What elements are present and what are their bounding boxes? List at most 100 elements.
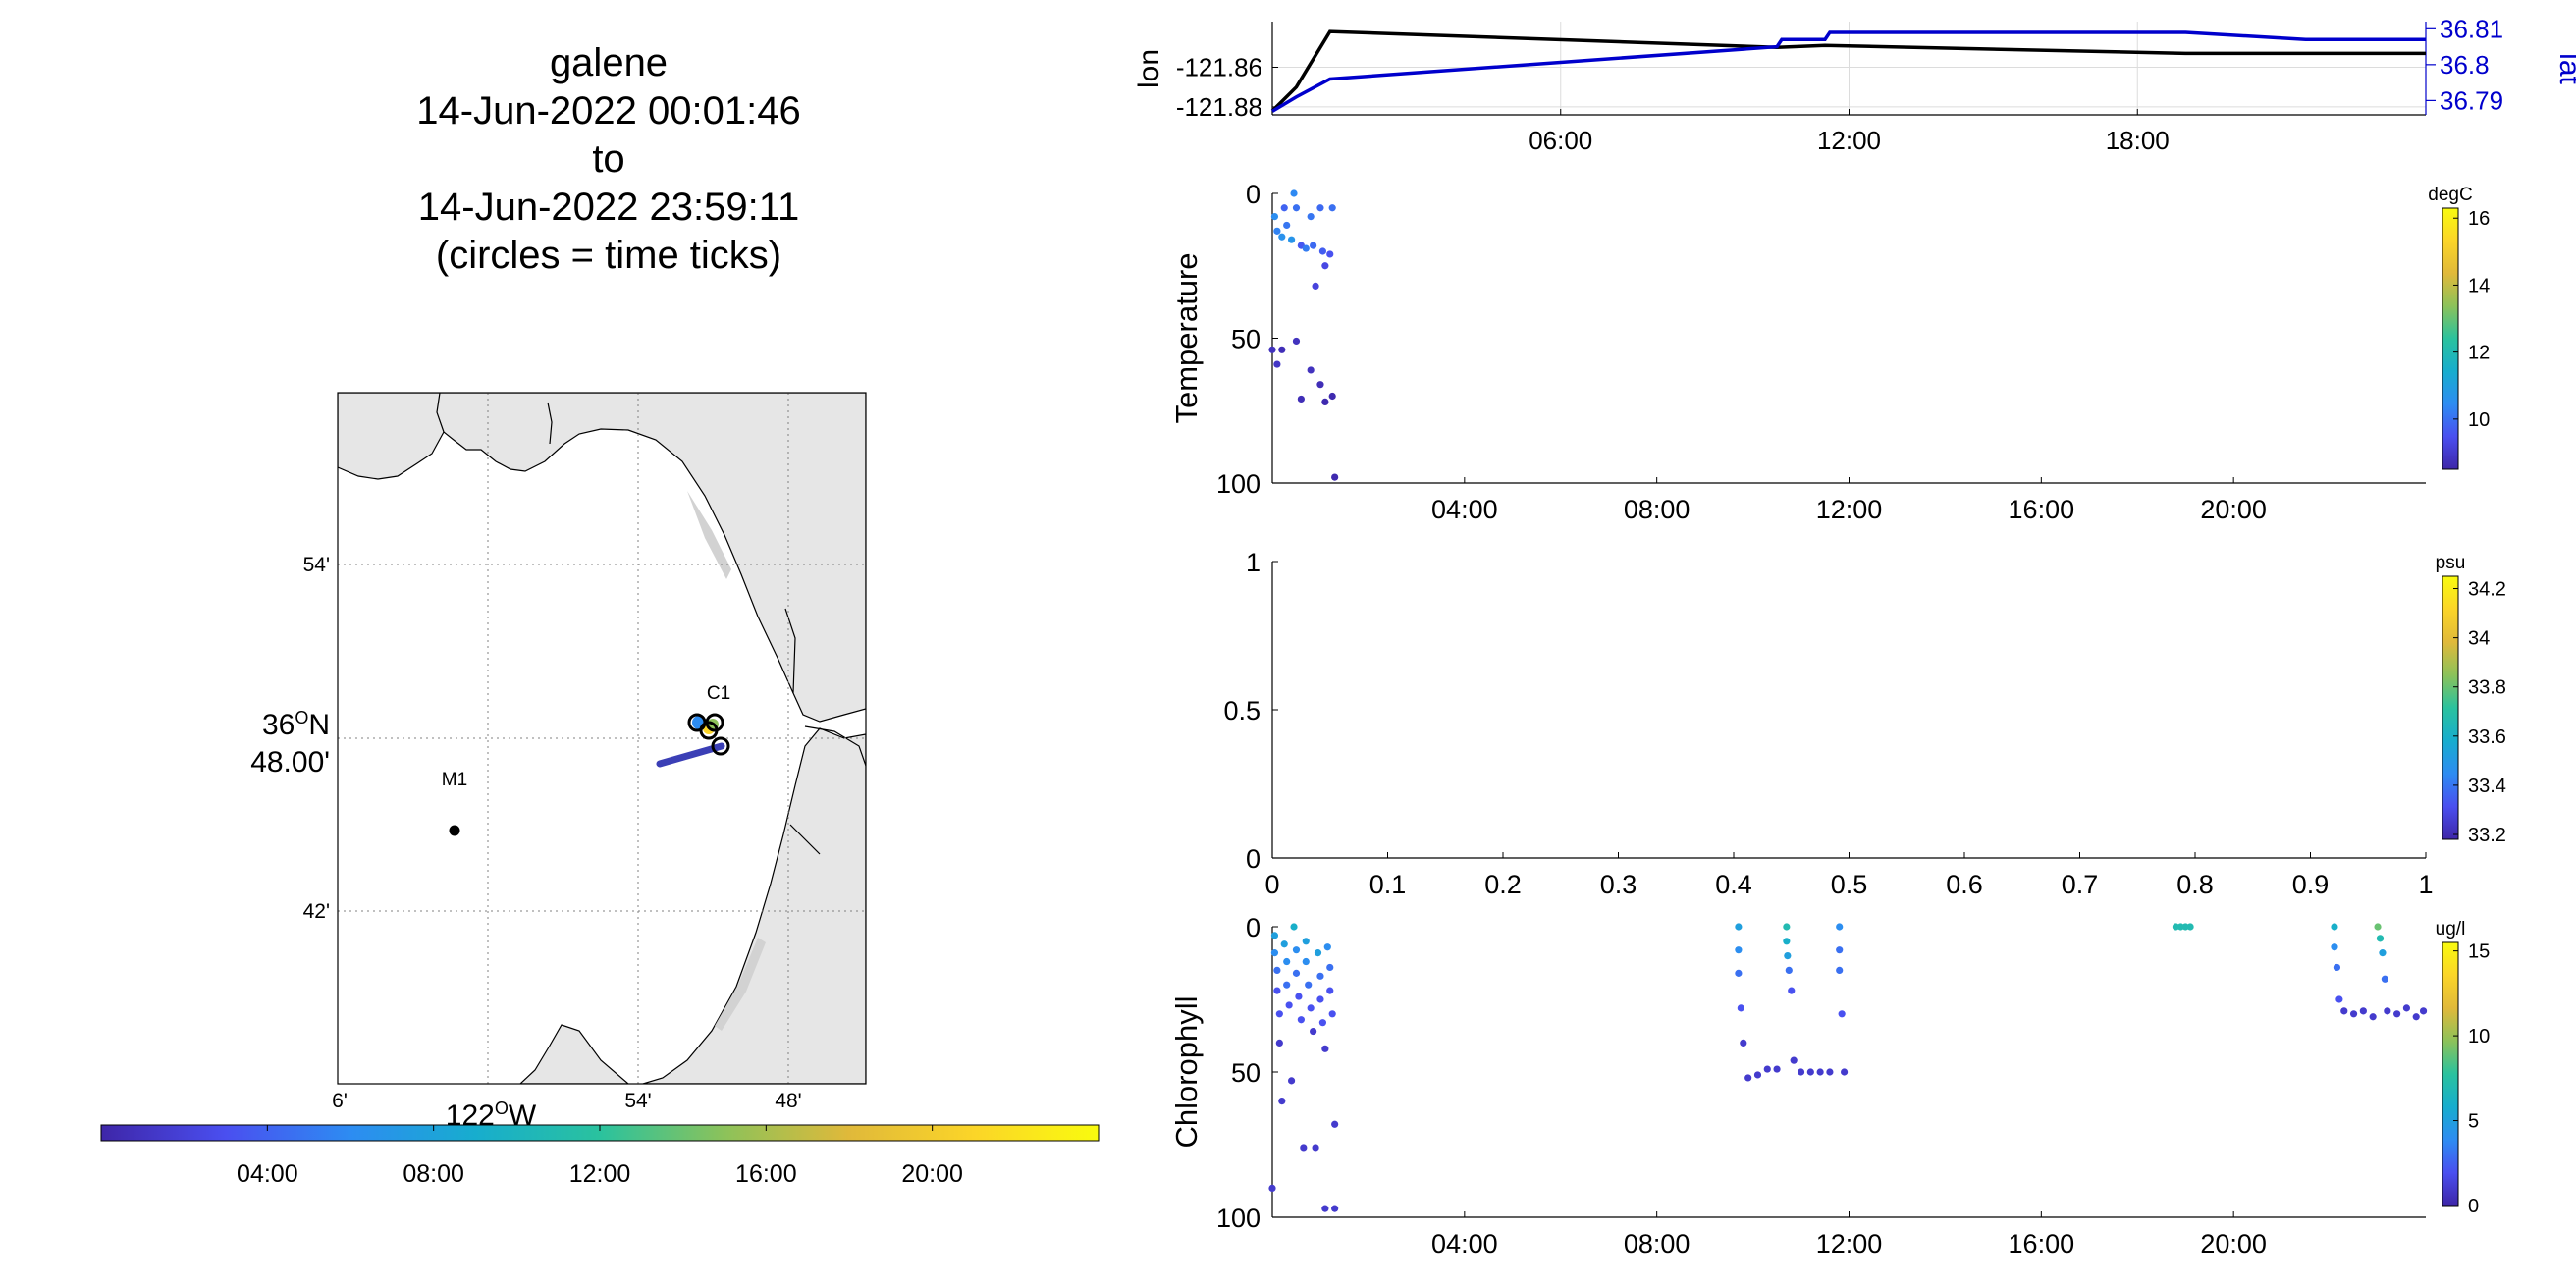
data-point bbox=[1307, 213, 1315, 221]
data-point bbox=[1826, 1068, 1834, 1076]
colorbar-tick-label: 33.8 bbox=[2468, 677, 2506, 699]
data-point bbox=[1735, 969, 1743, 977]
x-tick-label: 0.8 bbox=[2176, 870, 2214, 899]
data-point bbox=[1784, 952, 1792, 960]
data-point bbox=[1275, 1010, 1283, 1018]
river-line bbox=[789, 824, 821, 855]
x-tick-label: 0.6 bbox=[1946, 870, 1983, 899]
x-tick-label: 0.4 bbox=[1715, 870, 1752, 899]
river-line bbox=[547, 402, 553, 445]
data-point bbox=[1285, 1001, 1293, 1009]
station-m1-label: M1 bbox=[442, 770, 467, 790]
data-point bbox=[1735, 946, 1743, 954]
x-tick-label: 08:00 bbox=[1624, 495, 1690, 524]
data-point bbox=[2331, 943, 2338, 951]
river-line bbox=[436, 393, 445, 433]
colorbar-tick-label: 10 bbox=[2468, 409, 2490, 431]
colorbar-tick-label: 15 bbox=[2468, 941, 2490, 963]
data-point bbox=[1273, 987, 1281, 994]
station-m1-marker bbox=[449, 825, 460, 836]
title-line-4: 14-Jun-2022 23:59:11 bbox=[417, 186, 800, 229]
lon-axis-label: lon bbox=[1133, 49, 1165, 88]
data-point bbox=[1273, 227, 1281, 235]
time-colorbar-ticks: 04:00 08:00 12:00 16:00 20:00 bbox=[237, 1125, 963, 1188]
y-tick-label: 1 bbox=[1246, 548, 1261, 577]
colorbar-tick-label: 33.4 bbox=[2468, 776, 2506, 797]
lat-line bbox=[1271, 30, 2426, 113]
time-colorbar-tick-label: 20:00 bbox=[901, 1160, 963, 1188]
x-tick-label: 20:00 bbox=[2200, 1229, 2267, 1259]
data-point bbox=[2384, 1007, 2391, 1015]
colorbar bbox=[2442, 207, 2459, 470]
data-point bbox=[2369, 1013, 2377, 1021]
map-lon-tick: 54' bbox=[624, 1090, 651, 1112]
data-point bbox=[2419, 1007, 2428, 1015]
map-lon-tick: 6' bbox=[332, 1090, 348, 1112]
y-tick-label: 0 bbox=[1246, 844, 1261, 874]
colorbar-tick-label: 10 bbox=[2468, 1026, 2490, 1047]
lat-tick-label: 36.8 bbox=[2440, 50, 2490, 80]
data-point bbox=[2379, 949, 2387, 957]
colorbar-tick-label: 16 bbox=[2468, 208, 2490, 230]
data-point bbox=[1816, 1068, 1824, 1076]
data-point bbox=[1270, 932, 1279, 939]
data-point bbox=[1838, 1010, 1846, 1018]
data-point bbox=[1318, 247, 1327, 255]
time-tick-circle bbox=[711, 736, 730, 756]
colorbar-tick-label: 14 bbox=[2468, 275, 2490, 296]
data-point bbox=[1321, 398, 1329, 405]
glider-track bbox=[656, 713, 730, 768]
map-land bbox=[338, 393, 866, 1084]
time-colorbar-tick-label: 12:00 bbox=[569, 1160, 631, 1188]
data-point bbox=[1323, 943, 1331, 951]
x-tick-label: 0.7 bbox=[2062, 870, 2099, 899]
data-point bbox=[1302, 244, 1310, 252]
colorbar-tick-label: 34.2 bbox=[2468, 579, 2506, 601]
data-point bbox=[1331, 473, 1339, 481]
data-point bbox=[2331, 923, 2338, 931]
data-point bbox=[1737, 1004, 1744, 1012]
title-line-5: (circles = time ticks) bbox=[435, 234, 782, 277]
data-point bbox=[2359, 1007, 2367, 1015]
data-point bbox=[1283, 221, 1291, 230]
data-point bbox=[1316, 381, 1324, 389]
data-point bbox=[1268, 346, 1276, 353]
data-point bbox=[1316, 995, 1324, 1003]
colorbar-tick-label: 5 bbox=[2468, 1111, 2479, 1133]
data-point bbox=[1841, 1068, 1849, 1076]
data-point bbox=[2374, 923, 2382, 931]
x-tick-label: 04:00 bbox=[1431, 1229, 1498, 1259]
x-tick-label: 0 bbox=[1264, 870, 1279, 899]
data-point bbox=[1278, 233, 1286, 241]
data-point bbox=[1326, 987, 1334, 994]
data-point bbox=[1295, 993, 1303, 1000]
colorbar-tick-label: 0 bbox=[2468, 1196, 2479, 1217]
x-tick-label: 0.9 bbox=[2292, 870, 2330, 899]
y-tick-label: 50 bbox=[1231, 1058, 1261, 1088]
title-line-3: to bbox=[592, 137, 625, 181]
data-point bbox=[1280, 940, 1288, 948]
data-point bbox=[1331, 1205, 1339, 1212]
map-lat-tick: 54' bbox=[303, 554, 330, 576]
map-panel: 54' 42' 36ON 48.00' 6' 54' 48' 122OW M1 … bbox=[100, 392, 1100, 1188]
data-point bbox=[1783, 923, 1791, 931]
y-axis-label: Temperature bbox=[1169, 252, 1204, 423]
data-point bbox=[1326, 963, 1334, 972]
x-tick-label: 08:00 bbox=[1624, 1229, 1690, 1259]
lat-tick-label: 36.81 bbox=[2440, 14, 2503, 43]
lon-tick-label: -121.86 bbox=[1176, 52, 1262, 81]
data-point bbox=[1283, 957, 1291, 966]
y-tick-label: 100 bbox=[1216, 1204, 1261, 1233]
data-point bbox=[1273, 360, 1281, 368]
data-point bbox=[1328, 392, 1336, 401]
lat-axis-label: lat bbox=[2553, 53, 2576, 84]
data-point bbox=[1283, 981, 1291, 989]
data-point bbox=[1302, 957, 1310, 966]
y-tick-label: 50 bbox=[1231, 325, 1261, 354]
y-tick-label: 0.5 bbox=[1223, 696, 1261, 725]
lon-tick-label: -121.88 bbox=[1176, 92, 1262, 122]
data-point bbox=[1314, 949, 1322, 957]
colorbar-tick-label: 33.6 bbox=[2468, 726, 2506, 748]
title-line-2: 14-Jun-2022 00:01:46 bbox=[416, 89, 801, 133]
